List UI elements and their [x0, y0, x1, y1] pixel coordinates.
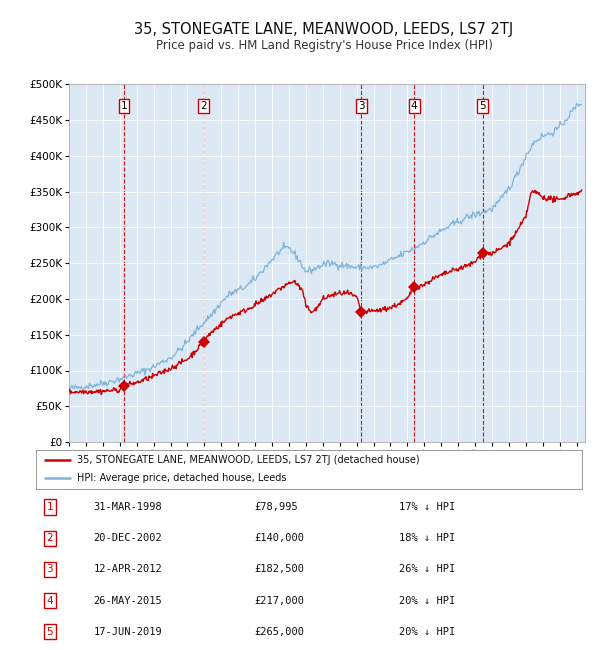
Text: 1: 1 [46, 502, 53, 512]
Text: £182,500: £182,500 [254, 564, 304, 575]
Text: 17-JUN-2019: 17-JUN-2019 [94, 627, 162, 637]
Text: 5: 5 [46, 627, 53, 637]
Text: £140,000: £140,000 [254, 533, 304, 543]
Text: 4: 4 [46, 595, 53, 606]
Text: £217,000: £217,000 [254, 595, 304, 606]
Text: 12-APR-2012: 12-APR-2012 [94, 564, 162, 575]
Text: Price paid vs. HM Land Registry's House Price Index (HPI): Price paid vs. HM Land Registry's House … [155, 39, 493, 52]
Text: 17% ↓ HPI: 17% ↓ HPI [399, 502, 455, 512]
Text: £265,000: £265,000 [254, 627, 304, 637]
Text: 31-MAR-1998: 31-MAR-1998 [94, 502, 162, 512]
Text: 2: 2 [46, 533, 53, 543]
Text: HPI: Average price, detached house, Leeds: HPI: Average price, detached house, Leed… [77, 473, 286, 483]
Text: 20% ↓ HPI: 20% ↓ HPI [399, 595, 455, 606]
Text: 3: 3 [358, 101, 365, 111]
Text: 3: 3 [46, 564, 53, 575]
Text: 26% ↓ HPI: 26% ↓ HPI [399, 564, 455, 575]
Text: 4: 4 [411, 101, 418, 111]
Text: 18% ↓ HPI: 18% ↓ HPI [399, 533, 455, 543]
Text: 26-MAY-2015: 26-MAY-2015 [94, 595, 162, 606]
Text: 20-DEC-2002: 20-DEC-2002 [94, 533, 162, 543]
Text: 1: 1 [121, 101, 127, 111]
Text: £78,995: £78,995 [254, 502, 298, 512]
Text: 5: 5 [479, 101, 486, 111]
Text: 2: 2 [200, 101, 207, 111]
Text: 35, STONEGATE LANE, MEANWOOD, LEEDS, LS7 2TJ: 35, STONEGATE LANE, MEANWOOD, LEEDS, LS7… [134, 21, 514, 37]
Text: 35, STONEGATE LANE, MEANWOOD, LEEDS, LS7 2TJ (detached house): 35, STONEGATE LANE, MEANWOOD, LEEDS, LS7… [77, 454, 419, 465]
Text: 20% ↓ HPI: 20% ↓ HPI [399, 627, 455, 637]
